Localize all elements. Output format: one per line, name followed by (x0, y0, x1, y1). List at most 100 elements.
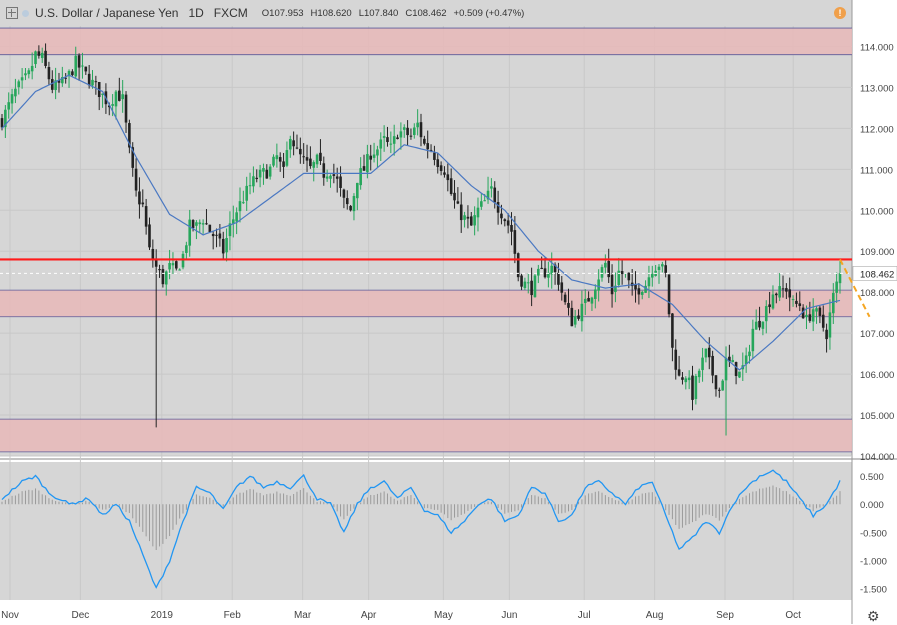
candle-body (238, 201, 242, 212)
candle-body (801, 307, 805, 319)
candle-body (456, 201, 460, 204)
candle-body (242, 202, 245, 204)
y-tick-label: 108.000 (860, 288, 894, 299)
candle-body (707, 347, 711, 358)
candle-body (677, 369, 681, 376)
candle-body (134, 168, 138, 191)
x-tick-label: May (434, 610, 453, 621)
oscillator-group (1, 485, 841, 550)
candle-body (67, 70, 71, 77)
candle-body (587, 298, 590, 302)
candle-body (299, 148, 302, 155)
candle-body (272, 156, 275, 166)
candle-body (667, 274, 671, 315)
candle-body (734, 362, 738, 376)
candle-body (107, 105, 111, 108)
candle-body (362, 166, 366, 171)
high-value: H108.620 (310, 7, 352, 19)
candle-body (128, 123, 131, 148)
candle-body (191, 219, 195, 229)
candle-body (604, 262, 607, 268)
candle-body (255, 177, 259, 180)
candle-body (111, 104, 114, 106)
candle-body (30, 65, 34, 72)
candle-body (77, 55, 81, 68)
candle-body (526, 282, 530, 284)
candle-body (459, 204, 463, 221)
candle-body (349, 205, 352, 211)
candle-body (0, 118, 4, 128)
candle-body (687, 377, 691, 381)
candle-body (821, 314, 825, 328)
candle-body (771, 294, 775, 309)
candle-body (359, 168, 362, 186)
candle-body (339, 176, 342, 188)
candle-body (697, 370, 701, 378)
candle-body (164, 271, 168, 285)
candle-body (480, 201, 483, 207)
y-tick-label: 111.000 (860, 165, 893, 176)
candle-body (91, 79, 94, 86)
candle-body (835, 281, 838, 293)
candle-body (205, 223, 208, 225)
osc-tick-label: 0.000 (860, 500, 884, 511)
candle-body (201, 223, 205, 225)
candle-body (302, 156, 305, 158)
timeframe[interactable]: 1D (188, 6, 204, 20)
candle-body (775, 293, 778, 296)
candle-body (412, 127, 416, 135)
candle-body (607, 260, 611, 278)
candle-body (389, 143, 393, 145)
candle-body (195, 222, 198, 226)
warning-icon[interactable]: ! (834, 7, 846, 19)
candle-body (537, 268, 540, 276)
candle-body (312, 162, 316, 168)
candle-body (650, 274, 654, 278)
candle-body (208, 224, 212, 233)
candle-body (144, 206, 148, 227)
symbol-name[interactable]: U.S. Dollar / Japanese Yen (35, 6, 179, 20)
candle-body (838, 273, 842, 284)
candle-body (751, 328, 755, 352)
candle-body (449, 178, 453, 195)
expand-icon[interactable] (6, 7, 18, 19)
osc-tick-label: 0.500 (860, 472, 884, 483)
y-tick-label: 112.000 (860, 124, 894, 135)
candle-body (392, 136, 396, 144)
candle-body (57, 80, 61, 83)
candle-body (469, 216, 473, 226)
candle-body (292, 140, 295, 147)
candle-body (322, 163, 326, 178)
candle-body (758, 320, 761, 328)
candle-body (553, 264, 557, 273)
osc-tick-label: -1.000 (860, 557, 887, 568)
candle-body (617, 270, 621, 285)
chart-header: U.S. Dollar / Japanese Yen 1D FXCM O107.… (0, 0, 524, 26)
candle-body (329, 175, 332, 179)
candle-body (138, 191, 141, 205)
candle-body (248, 185, 252, 187)
candle-body (724, 357, 728, 381)
data-source[interactable]: FXCM (213, 6, 248, 20)
candle-body (573, 316, 577, 325)
y-tick-label: 106.000 (860, 370, 894, 381)
x-tick-label: Apr (361, 610, 377, 621)
candle-body (158, 269, 161, 271)
candle-body (7, 102, 11, 110)
y-tick-label: 109.000 (860, 247, 894, 258)
candle-body (533, 275, 537, 298)
candle-body (748, 351, 751, 357)
x-tick-label: Mar (294, 610, 312, 621)
candle-body (644, 285, 647, 293)
candle-body (453, 192, 456, 201)
candle-body (627, 272, 631, 281)
candle-body (366, 154, 369, 173)
open-value: O107.953 (261, 7, 304, 19)
candle-body (171, 263, 175, 266)
oscillator-pane-bg (0, 462, 852, 600)
candle-body (597, 279, 600, 291)
candle-body (282, 161, 285, 167)
candle-body (520, 275, 523, 287)
gear-icon[interactable]: ⚙ (867, 608, 880, 624)
